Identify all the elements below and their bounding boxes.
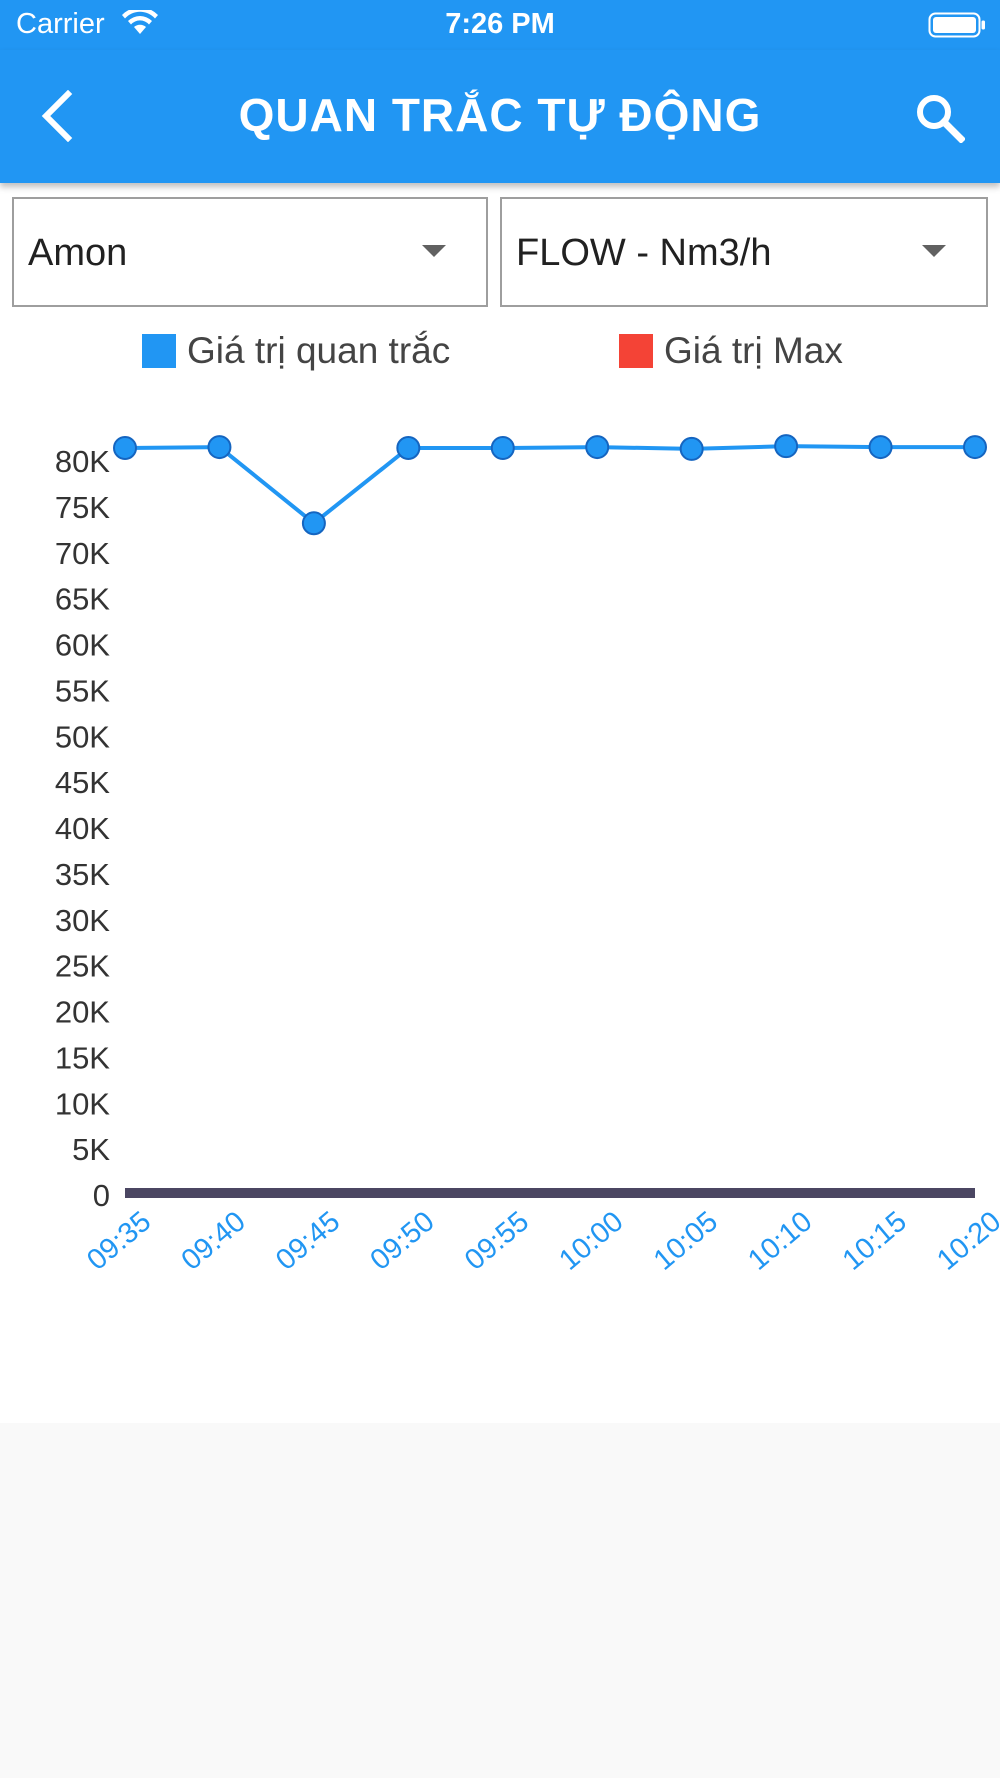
legend-observed: Giá trị quan trắc (142, 330, 451, 371)
x-tick-label: 10:00 (553, 1206, 629, 1277)
x-axis: 09:35 09:40 09:45 09:50 09:55 10:00 10:05 10:10… (81, 1206, 1000, 1277)
y-tick-label: 25K (55, 949, 110, 984)
y-tick-label: 60K (55, 628, 110, 663)
y-tick-label: 40K (55, 811, 110, 846)
y-axis: 0 5K 10K 15K 20K 25K 30K 35K 40K 45K 50K 55K 60K 65K 7… (55, 444, 110, 1213)
y-tick-label: 20K (55, 995, 110, 1030)
y-tick-label: 50K (55, 719, 110, 754)
data-point-observed (207, 435, 232, 460)
y-tick-label: 55K (55, 673, 110, 708)
parameter-selected-value: FLOW - Nm3/h (516, 232, 772, 274)
x-tick-label: 09:35 (81, 1206, 157, 1277)
carrier-label: Carrier (16, 8, 105, 40)
data-point-observed (679, 436, 704, 461)
data-point-observed (774, 434, 799, 459)
search-button[interactable] (910, 88, 970, 148)
page-title: QUAN TRẮC TỰ ĐỘNG (238, 89, 762, 141)
y-tick-label: 10K (55, 1086, 110, 1121)
y-tick-label: 45K (55, 765, 110, 800)
data-point-observed (301, 511, 326, 536)
x-tick-label: 09:45 (270, 1206, 346, 1277)
x-tick-label: 09:50 (364, 1206, 440, 1277)
legend-max: Giá trị Max (619, 330, 843, 371)
dropdown-arrow-icon (922, 245, 946, 257)
y-tick-label: 0 (93, 1178, 110, 1213)
y-tick-label: 75K (55, 490, 110, 525)
legend-swatch-max (619, 334, 653, 368)
data-point-observed (396, 435, 421, 460)
y-tick-label: 65K (55, 582, 110, 617)
y-tick-label: 5K (72, 1132, 110, 1167)
data-point-observed (585, 435, 610, 460)
x-tick-label: 10:15 (837, 1206, 913, 1277)
battery-icon (928, 12, 986, 46)
wifi-icon (122, 7, 158, 44)
data-point-observed (490, 435, 515, 460)
x-tick-label: 10:05 (648, 1206, 724, 1277)
search-icon (917, 95, 965, 143)
data-point-observed (868, 435, 893, 460)
legend-label-observed: Giá trị quan trắc (187, 330, 451, 371)
app-bar: QUAN TRẮC TỰ ĐỘNG (0, 50, 1000, 183)
x-tick-label: 10:10 (742, 1206, 818, 1277)
y-tick-label: 35K (55, 857, 110, 892)
chart-panel: Amon FLOW - Nm3/h Giá trị quan trắc Giá … (0, 183, 1000, 1423)
station-selected-value: Amon (28, 232, 128, 274)
chevron-left-icon (41, 90, 73, 142)
data-point-observed (113, 435, 137, 460)
y-tick-label: 30K (55, 903, 110, 938)
x-tick-label: 09:40 (176, 1206, 252, 1277)
legend-label-max: Giá trị Max (664, 330, 843, 371)
clock: 7:26 PM (445, 8, 555, 40)
x-tick-label: 10:20 (931, 1206, 1000, 1277)
data-point-observed (963, 435, 987, 460)
legend-swatch-observed (142, 334, 176, 368)
status-bar: Carrier 7:26 PM (0, 0, 1000, 50)
y-tick-label: 70K (55, 536, 110, 571)
station-dropdown[interactable]: Amon (12, 197, 488, 307)
x-tick-label: 09:55 (459, 1206, 535, 1277)
series-layer (113, 434, 987, 1198)
parameter-dropdown[interactable]: FLOW - Nm3/h (500, 197, 988, 307)
y-tick-label: 15K (55, 1040, 110, 1075)
back-button[interactable] (30, 88, 86, 144)
y-tick-label: 80K (55, 444, 110, 479)
series-line-observed (124, 444, 975, 526)
dropdown-arrow-icon (422, 245, 446, 257)
line-chart: 0 5K 10K 15K 20K 25K 30K 35K 40K 45K 50K 55K 60K 65K 7… (55, 434, 1000, 1277)
